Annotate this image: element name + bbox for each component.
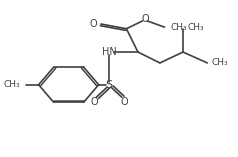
Text: CH₃: CH₃ (171, 23, 188, 32)
Text: S: S (105, 80, 113, 90)
Text: CH₃: CH₃ (187, 23, 204, 32)
Text: CH₃: CH₃ (211, 58, 228, 68)
Text: O: O (120, 97, 128, 107)
Text: CH₃: CH₃ (4, 80, 20, 89)
Text: O: O (141, 14, 149, 24)
Text: O: O (90, 97, 98, 107)
Text: HN: HN (102, 47, 116, 57)
Text: O: O (89, 19, 97, 29)
